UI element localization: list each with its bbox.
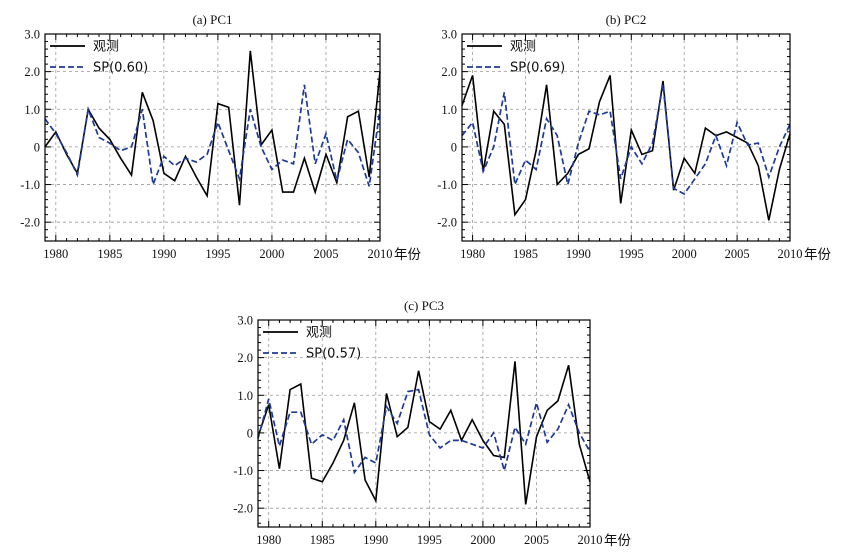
- x-tick-label: 1995: [417, 533, 442, 547]
- x-tick-label: 1980: [460, 247, 485, 261]
- legend-label: 观测: [306, 326, 332, 341]
- legend-label: 观测: [93, 40, 119, 55]
- x-tick-label: 1980: [43, 247, 68, 261]
- y-tick-label: 2.0: [441, 65, 457, 79]
- chart-panel-1: (a) PC1 -2.0 -1.0 0 1.0 2.0 3.0 1980 1985 1990 199…: [20, 12, 421, 263]
- y-tick-label: 3.0: [24, 28, 40, 42]
- x-tick-label: 2005: [313, 247, 338, 261]
- x-tick-label: 2000: [259, 247, 284, 261]
- x-tick-label: 2005: [524, 533, 549, 547]
- y-tick-label: 1.0: [237, 389, 253, 403]
- x-axis-unit-label: 年份: [394, 247, 421, 263]
- y-tick-label: 0: [451, 140, 457, 154]
- legend: 观测 SP(0.57): [263, 326, 361, 362]
- y-tick-label: 0: [34, 140, 40, 154]
- chart-title: (a) PC1: [192, 12, 232, 27]
- y-tick-label: -2.0: [233, 502, 253, 516]
- x-tick-label: 1985: [310, 533, 335, 547]
- x-tick-label: 1995: [619, 247, 644, 261]
- plot-frame: [257, 319, 591, 528]
- y-tick-label: 2.0: [237, 351, 253, 365]
- x-tick-label: 1995: [205, 247, 230, 261]
- series-line-observed: [461, 75, 791, 221]
- y-tick-label: 3.0: [237, 314, 253, 328]
- grid: [45, 34, 380, 241]
- chart-panel-2: (b) PC2 -2.0 -1.0 0 1.0 2.0 3.0 1980 1985 1990 199…: [437, 12, 831, 263]
- legend: 观测 SP(0.60): [50, 40, 148, 76]
- chart-title: (c) PC3: [404, 298, 444, 313]
- legend-label: SP(0.69): [510, 61, 565, 76]
- grid: [258, 320, 590, 527]
- y-tick-label: 3.0: [441, 28, 457, 42]
- x-axis-unit-label: 年份: [604, 533, 632, 549]
- series-line-sp: [461, 84, 791, 196]
- y-tick-label: 1.0: [441, 103, 457, 117]
- legend-label: SP(0.57): [306, 347, 361, 362]
- x-tick-label: 1985: [513, 247, 538, 261]
- x-tick-label: 1985: [97, 247, 122, 261]
- x-tick-label: 2005: [725, 247, 750, 261]
- x-tick-label: 2000: [470, 533, 495, 547]
- y-tick-label: 2.0: [24, 65, 40, 79]
- x-axis-unit-label: 年份: [804, 247, 832, 263]
- plot-frame: [44, 33, 381, 242]
- x-tick-label: 2010: [368, 247, 393, 261]
- x-tick-label: 1990: [566, 247, 591, 261]
- legend-label: SP(0.60): [93, 61, 148, 76]
- x-tick-label: 1990: [151, 247, 176, 261]
- y-tick-label: 0: [247, 426, 253, 440]
- chart-panel-3: (c) PC3 -2.0 -1.0 0 1.0 2.0 3.0 1980 1985 1990 199…: [233, 298, 631, 549]
- x-tick-label: 2010: [578, 533, 603, 547]
- series-line-observed: [257, 361, 591, 505]
- x-tick-label: 2010: [778, 247, 803, 261]
- x-tick-label: 1990: [363, 533, 388, 547]
- legend: 观测 SP(0.69): [467, 40, 565, 76]
- series-line-sp: [257, 388, 591, 475]
- x-tick-label: 2000: [672, 247, 697, 261]
- y-tick-label: -2.0: [437, 216, 457, 230]
- y-tick-label: -1.0: [233, 464, 253, 478]
- series-line-sp: [44, 84, 381, 188]
- plot-frame: [461, 33, 791, 242]
- x-tick-label: 1980: [256, 533, 281, 547]
- y-tick-label: -1.0: [437, 178, 457, 192]
- y-tick-label: 1.0: [24, 103, 40, 117]
- y-tick-label: -1.0: [20, 178, 40, 192]
- series-line-observed: [44, 50, 381, 206]
- y-tick-label: -2.0: [20, 216, 40, 230]
- chart-title: (b) PC2: [606, 12, 647, 27]
- legend-label: 观测: [510, 40, 536, 55]
